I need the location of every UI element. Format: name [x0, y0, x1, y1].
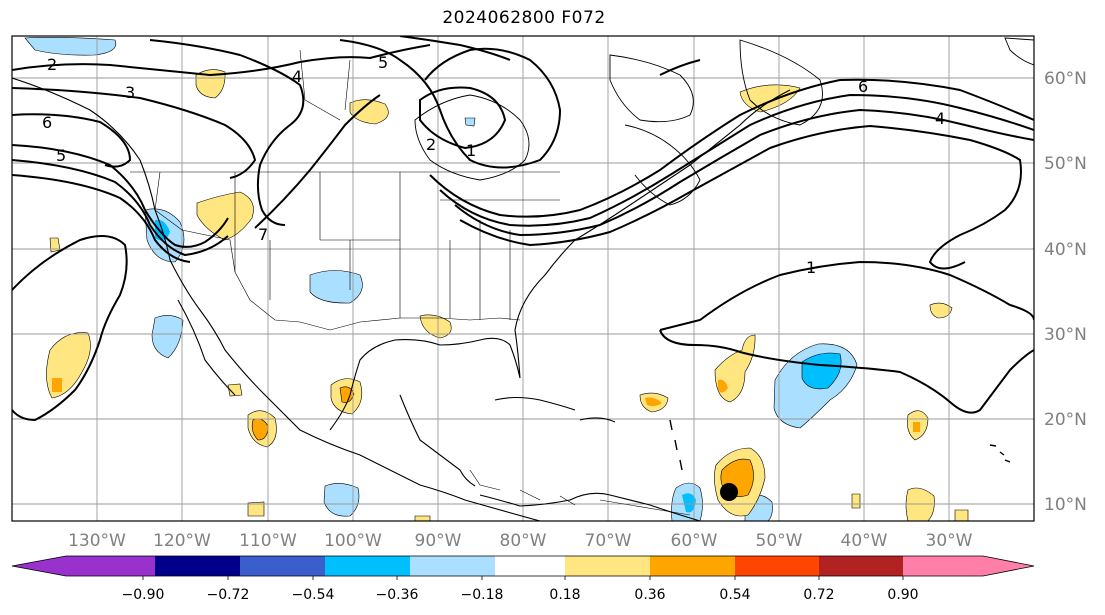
latitude-label: 50°N [1044, 154, 1087, 174]
positive-anomaly-patch [913, 422, 920, 432]
longitude-label: 40°W [841, 531, 888, 551]
contour-label: 1 [466, 141, 476, 160]
colorbar-tick-label: 0.90 [887, 587, 918, 603]
contour-label: 5 [56, 146, 66, 165]
contour-labels: 2 3 6 5 4 5 2 1 6 4 1 7 [42, 53, 945, 277]
colorbar-segment [325, 556, 410, 576]
colorbar-tick-label: −0.54 [292, 587, 335, 603]
contour-label: 3 [125, 83, 135, 102]
negative-anomaly-patch [801, 352, 842, 390]
map-title: 2024062800 F072 [442, 8, 606, 28]
graticule [12, 36, 1034, 521]
negative-anomaly-patch [309, 270, 363, 304]
positive-anomaly-patch [929, 302, 953, 319]
colorbar-tick-label: 0.54 [719, 587, 750, 603]
latitude-label: 20°N [1044, 410, 1087, 430]
longitude-label: 120°W [153, 531, 211, 551]
colorbar-segment [66, 556, 155, 576]
latitude-label: 10°N [1044, 495, 1087, 515]
latitude-axis: 60°N 50°N 40°N 30°N 20°N 10°N [1044, 69, 1087, 515]
latitude-label: 60°N [1044, 69, 1087, 89]
contour-label: 6 [42, 113, 52, 132]
negative-anomaly-patch [24, 37, 117, 56]
contour-label: 2 [426, 135, 436, 154]
colorbar-tick-label: −0.90 [122, 587, 165, 603]
longitude-label: 50°W [756, 531, 803, 551]
contour-label: 1 [806, 258, 816, 277]
contour-label: 4 [935, 109, 945, 128]
colorbar-extend-high [983, 556, 1034, 576]
longitude-label: 90°W [415, 531, 462, 551]
positive-anomaly-patch [954, 509, 969, 521]
colorbar-segment [155, 556, 240, 576]
positive-anomaly-patch [851, 493, 861, 509]
positive-anomaly-patch [645, 397, 662, 407]
contour-label: 5 [378, 53, 388, 72]
longitude-label: 100°W [324, 531, 382, 551]
colorbar-segment [650, 556, 735, 576]
latitude-label: 40°N [1044, 240, 1087, 260]
negative-anomaly-patch [464, 117, 476, 127]
colorbar-segment [903, 556, 983, 576]
longitude-label: 110°W [239, 531, 297, 551]
positive-anomaly-patch [419, 314, 452, 339]
colorbar-ticks [142, 576, 904, 580]
colorbar-segment [495, 556, 565, 576]
negative-anomaly-patch [151, 315, 184, 359]
positive-anomaly-patch [196, 191, 254, 241]
colorbar-segment [819, 556, 903, 576]
positive-anomaly-patch [718, 379, 728, 393]
longitude-label: 130°W [68, 531, 126, 551]
longitude-label: 70°W [585, 531, 632, 551]
positive-anomaly-patch [49, 237, 61, 253]
colorbar-segment [735, 556, 819, 576]
colorbar-tick-label: −0.72 [207, 587, 250, 603]
contour-label: 2 [47, 55, 57, 74]
contour-label: 7 [258, 225, 268, 244]
negative-anomaly-patch [682, 493, 696, 513]
colorbar-tick-label: 0.72 [803, 587, 834, 603]
latitude-label: 30°N [1044, 325, 1087, 345]
positive-anomaly-patch [247, 501, 265, 517]
coastlines [12, 37, 1034, 521]
shaded-anomaly-layer [24, 37, 969, 521]
positive-anomaly-patch [414, 515, 431, 521]
longitude-label: 80°W [500, 531, 547, 551]
colorbar-outline [11, 555, 1035, 577]
storm-position-dot [720, 483, 738, 501]
colorbar-extend-low [12, 556, 66, 576]
colorbar-tick-label: 0.36 [634, 587, 665, 603]
contour-label: 6 [858, 77, 868, 96]
colorbar [11, 555, 1035, 577]
positive-anomaly-patch [195, 69, 226, 99]
colorbar-segment [240, 556, 325, 576]
map-frame [11, 35, 1035, 522]
positive-anomaly-patch [905, 487, 935, 521]
colorbar-segment [565, 556, 650, 576]
longitude-label: 60°W [671, 531, 718, 551]
positive-anomaly-patch [349, 99, 389, 125]
positive-anomaly-patch [251, 418, 269, 441]
positive-anomaly-patch [52, 378, 62, 392]
political-borders [130, 49, 691, 516]
colorbar-tick-label: −0.18 [461, 587, 504, 603]
negative-anomaly-patch [323, 483, 360, 517]
colorbar-tick-label: 0.18 [549, 587, 580, 603]
longitude-label: 30°W [926, 531, 973, 551]
height-contours [12, 36, 1034, 422]
contour-label: 4 [292, 67, 302, 86]
colorbar-segment [410, 556, 495, 576]
colorbar-tick-labels: −0.90 −0.72 −0.54 −0.36 −0.18 0.18 0.36 … [122, 587, 919, 603]
longitude-axis: 130°W 120°W 110°W 100°W 90°W 80°W 70°W 6… [68, 531, 973, 551]
positive-anomaly-patch [227, 383, 243, 397]
colorbar-tick-label: −0.36 [376, 587, 419, 603]
